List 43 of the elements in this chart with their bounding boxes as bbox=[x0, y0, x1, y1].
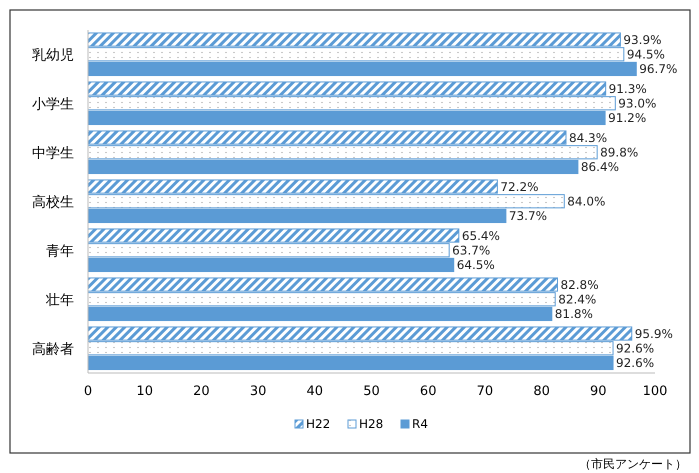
text: 94.5% bbox=[626, 48, 665, 62]
x-tick-label: 90 bbox=[590, 384, 607, 399]
legend-label: H22 bbox=[306, 417, 330, 431]
text: 81.8% bbox=[554, 307, 593, 322]
x-tick-label: 50 bbox=[363, 384, 380, 399]
text: 64.5% bbox=[456, 258, 495, 272]
y-tick-label: 青年 bbox=[46, 244, 74, 260]
text: 92.6% bbox=[616, 342, 654, 356]
x-tick-label: 10 bbox=[136, 384, 153, 399]
text: 95.9% bbox=[634, 326, 673, 341]
text: 91.3% bbox=[608, 82, 647, 96]
x-tick-label: 20 bbox=[193, 384, 210, 399]
text: 82.8% bbox=[560, 278, 599, 292]
text: 63.7% bbox=[452, 244, 490, 258]
x-tick-label: 0 bbox=[84, 384, 92, 399]
x-tick-label: 80 bbox=[533, 384, 550, 399]
text: 96.7% bbox=[639, 62, 678, 76]
y-tick-label: 高校生 bbox=[32, 194, 74, 210]
y-tick-label: 小学生 bbox=[32, 96, 74, 112]
text: 92.6% bbox=[616, 356, 654, 370]
text: 73.7% bbox=[508, 209, 548, 224]
text: 84.0% bbox=[567, 194, 606, 208]
x-tick-label: 60 bbox=[420, 384, 436, 399]
x-tick-label: 30 bbox=[250, 384, 266, 399]
x-tick-label: 100 bbox=[642, 384, 668, 399]
text: 72.2% bbox=[500, 180, 538, 194]
y-tick-label: 壮年 bbox=[45, 292, 74, 308]
y-tick-label: 高齢者 bbox=[32, 342, 74, 358]
x-tick-label: 70 bbox=[476, 384, 494, 399]
text: 65.4% bbox=[462, 228, 500, 243]
text: （市民アンケート） bbox=[579, 457, 687, 471]
text: 93.0% bbox=[618, 96, 656, 110]
x-tick-label: 40 bbox=[306, 384, 324, 399]
text: 91.2% bbox=[608, 111, 646, 126]
text: 86.4% bbox=[580, 160, 620, 174]
text: 84.3% bbox=[568, 130, 608, 145]
text: 82.4% bbox=[558, 292, 596, 306]
legend-label: R4 bbox=[412, 417, 428, 431]
legend-label: H28 bbox=[359, 417, 384, 431]
y-tick-label: 中学生 bbox=[32, 146, 74, 162]
text: 89.8% bbox=[600, 146, 638, 160]
y-tick-label: 乳幼児 bbox=[32, 48, 74, 64]
text: 93.9% bbox=[623, 32, 662, 47]
